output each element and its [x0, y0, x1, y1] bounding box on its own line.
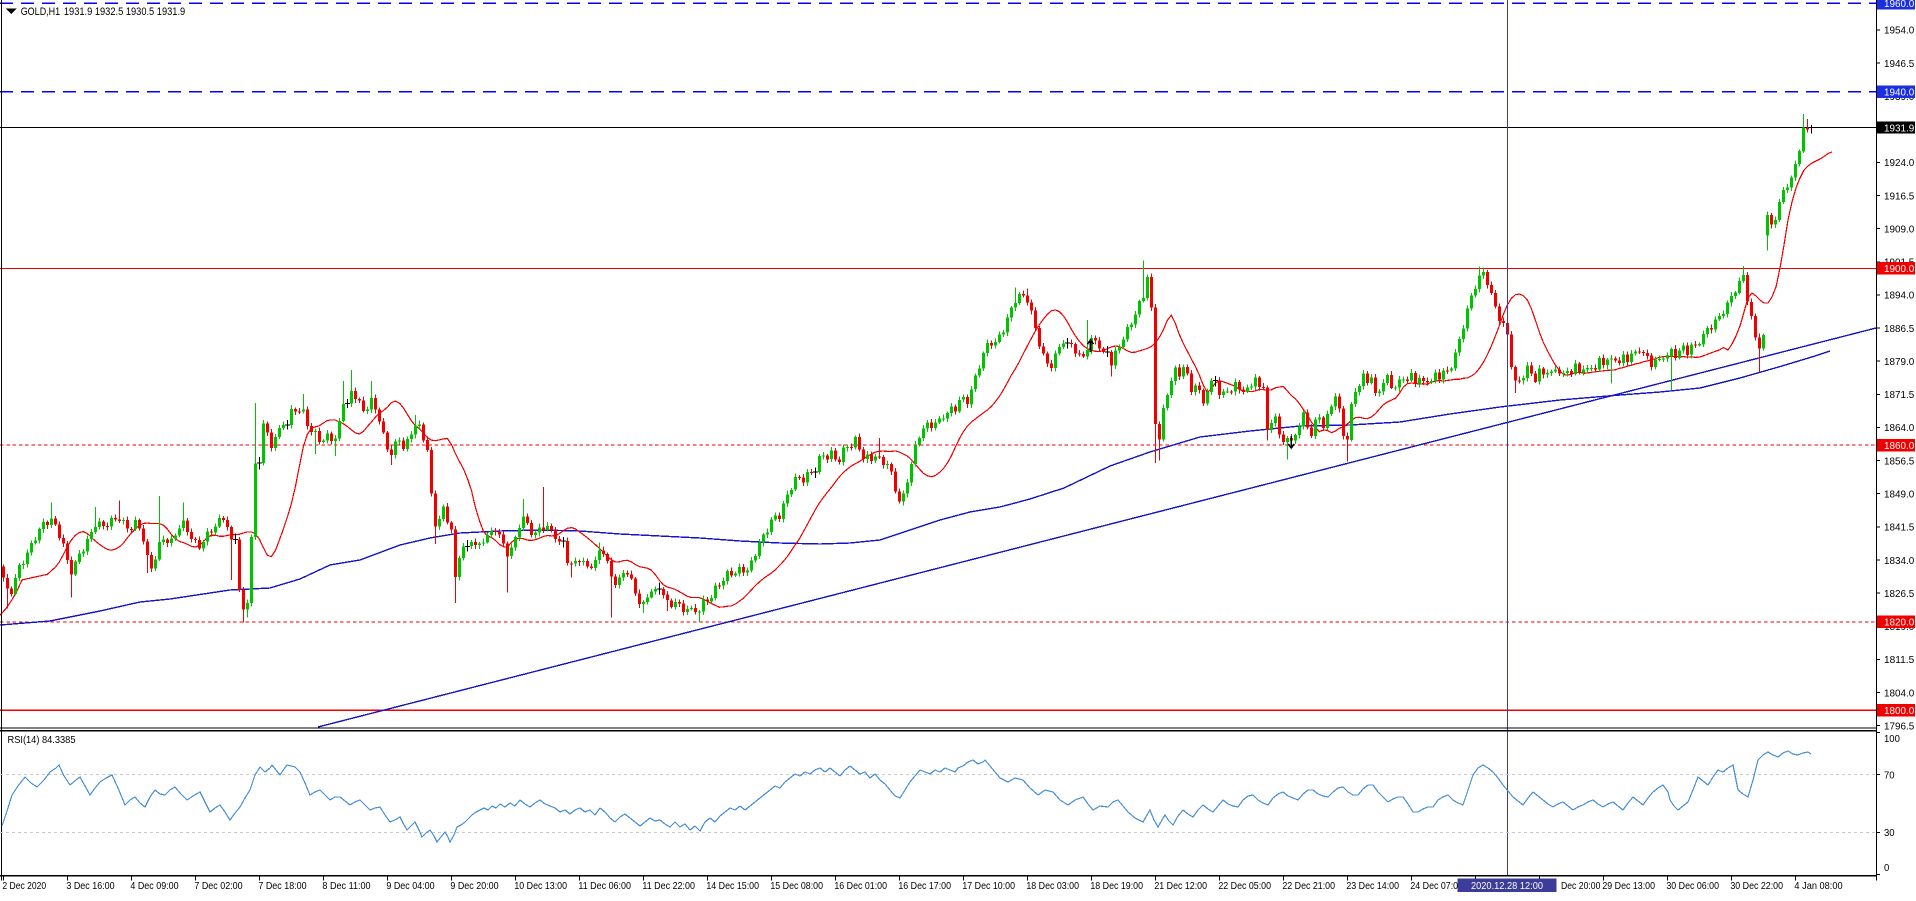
- svg-text:24 Dec 07:00: 24 Dec 07:00: [1410, 880, 1463, 892]
- svg-text:2 Dec 2020: 2 Dec 2020: [2, 880, 46, 892]
- svg-text:10 Dec 13:00: 10 Dec 13:00: [514, 880, 567, 892]
- svg-text:1811.5: 1811.5: [1884, 654, 1914, 666]
- svg-text:1871.5: 1871.5: [1884, 389, 1914, 401]
- svg-text:1886.5: 1886.5: [1884, 323, 1914, 335]
- svg-text:70: 70: [1884, 770, 1895, 782]
- svg-text:22 Dec 05:00: 22 Dec 05:00: [1218, 880, 1271, 892]
- svg-text:1856.5: 1856.5: [1884, 455, 1914, 467]
- svg-text:9 Dec 04:00: 9 Dec 04:00: [386, 880, 434, 892]
- svg-text:1820.0: 1820.0: [1884, 617, 1914, 629]
- svg-text:30 Dec 22:00: 30 Dec 22:00: [1730, 880, 1783, 892]
- svg-text:1826.5: 1826.5: [1884, 588, 1914, 600]
- svg-text:100: 100: [1884, 733, 1900, 745]
- svg-text:18 Dec 03:00: 18 Dec 03:00: [1026, 880, 1079, 892]
- svg-text:1834.0: 1834.0: [1884, 555, 1914, 567]
- svg-text:1924.0: 1924.0: [1884, 157, 1914, 169]
- svg-text:15 Dec 08:00: 15 Dec 08:00: [770, 880, 823, 892]
- svg-text:1946.5: 1946.5: [1884, 58, 1914, 70]
- svg-text:1894.0: 1894.0: [1884, 290, 1914, 302]
- svg-text:1796.5: 1796.5: [1884, 721, 1914, 733]
- svg-text:23 Dec 14:00: 23 Dec 14:00: [1346, 880, 1399, 892]
- svg-text:30: 30: [1884, 827, 1895, 839]
- svg-text:2020.12.28 12:00: 2020.12.28 12:00: [1471, 880, 1543, 892]
- svg-text:7 Dec 02:00: 7 Dec 02:00: [194, 880, 242, 892]
- svg-text:1800.0: 1800.0: [1884, 705, 1914, 717]
- svg-text:1864.0: 1864.0: [1884, 422, 1914, 434]
- svg-text:7 Dec 18:00: 7 Dec 18:00: [258, 880, 306, 892]
- svg-text:9 Dec 20:00: 9 Dec 20:00: [450, 880, 498, 892]
- svg-text:11 Dec 06:00: 11 Dec 06:00: [578, 880, 631, 892]
- svg-text:22 Dec 21:00: 22 Dec 21:00: [1282, 880, 1335, 892]
- svg-text:1860.0: 1860.0: [1884, 440, 1914, 452]
- svg-text:16 Dec 17:00: 16 Dec 17:00: [898, 880, 951, 892]
- svg-text:16 Dec 01:00: 16 Dec 01:00: [834, 880, 887, 892]
- svg-text:Dec 20:00: Dec 20:00: [1561, 880, 1601, 892]
- svg-text:29 Dec 13:00: 29 Dec 13:00: [1602, 880, 1655, 892]
- svg-text:1909.0: 1909.0: [1884, 223, 1914, 235]
- svg-text:GOLD,H1: GOLD,H1: [21, 6, 61, 18]
- svg-text:17 Dec 10:00: 17 Dec 10:00: [962, 880, 1015, 892]
- svg-text:1931.9: 1931.9: [1884, 122, 1914, 134]
- svg-text:4 Jan 08:00: 4 Jan 08:00: [1794, 880, 1842, 892]
- svg-text:8 Dec 11:00: 8 Dec 11:00: [322, 880, 370, 892]
- svg-text:21 Dec 12:00: 21 Dec 12:00: [1154, 880, 1207, 892]
- svg-text:14 Dec 15:00: 14 Dec 15:00: [706, 880, 759, 892]
- svg-text:RSI(14) 84.3385: RSI(14) 84.3385: [8, 734, 76, 746]
- svg-text:30 Dec 06:00: 30 Dec 06:00: [1666, 880, 1719, 892]
- svg-text:1900.0: 1900.0: [1884, 263, 1914, 275]
- svg-text:3 Dec 16:00: 3 Dec 16:00: [66, 880, 114, 892]
- svg-text:11 Dec 22:00: 11 Dec 22:00: [642, 880, 695, 892]
- svg-text:1954.0: 1954.0: [1884, 25, 1914, 37]
- svg-text:1804.0: 1804.0: [1884, 687, 1914, 699]
- svg-text:1916.5: 1916.5: [1884, 190, 1914, 202]
- svg-text:1841.5: 1841.5: [1884, 522, 1914, 534]
- svg-text:0: 0: [1884, 862, 1889, 874]
- svg-text:1849.0: 1849.0: [1884, 489, 1914, 501]
- svg-text:1879.0: 1879.0: [1884, 356, 1914, 368]
- svg-text:4 Dec 09:00: 4 Dec 09:00: [130, 880, 178, 892]
- svg-text:1960.0: 1960.0: [1884, 0, 1914, 10]
- svg-text:1931.9 1932.5 1930.5 1931.9: 1931.9 1932.5 1930.5 1931.9: [64, 6, 185, 18]
- svg-text:18 Dec 19:00: 18 Dec 19:00: [1090, 880, 1143, 892]
- svg-text:1940.0: 1940.0: [1884, 87, 1914, 99]
